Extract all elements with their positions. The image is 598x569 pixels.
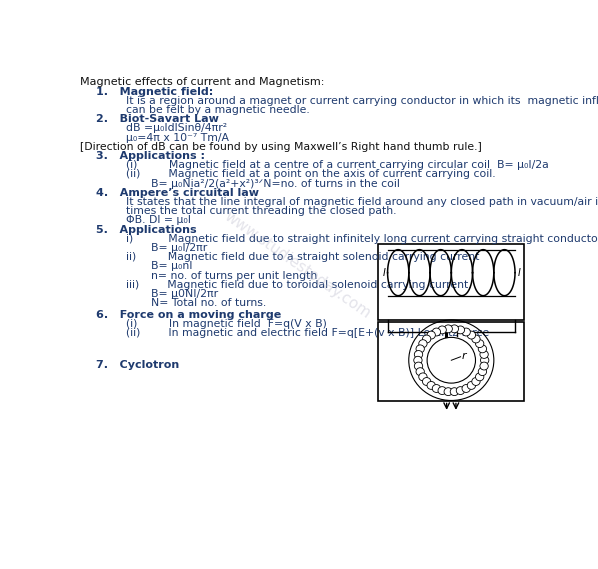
- Text: I: I: [383, 267, 385, 278]
- Text: μ₀=4π x 10⁻⁷ Tm/A: μ₀=4π x 10⁻⁷ Tm/A: [126, 133, 228, 143]
- Circle shape: [427, 381, 435, 389]
- Text: (ii)        In magnetic and electric field F=q[E+(v x B)] Lorentz force: (ii) In magnetic and electric field F=q[…: [126, 328, 489, 338]
- Circle shape: [462, 385, 471, 393]
- Bar: [379, 323, 524, 401]
- Circle shape: [414, 362, 423, 370]
- Text: 4.   Ampere’s circuital law: 4. Ampere’s circuital law: [96, 188, 258, 198]
- Text: 3.   Applications :: 3. Applications :: [96, 151, 205, 161]
- Text: B= μ₀Nia²/2(a²+x²)³ᐟN=no. of turns in the coil: B= μ₀Nia²/2(a²+x²)³ᐟN=no. of turns in th…: [151, 179, 400, 189]
- Text: n= no. of turns per unit length: n= no. of turns per unit length: [151, 271, 318, 281]
- Text: Magnetic effects of current and Magnetism:: Magnetic effects of current and Magnetis…: [80, 77, 325, 87]
- Circle shape: [472, 335, 480, 343]
- Circle shape: [480, 362, 489, 370]
- Bar: [379, 244, 524, 320]
- Text: www.studiestoday.com: www.studiestoday.com: [221, 209, 373, 322]
- Text: [Direction of dB can be found by using Maxwell’s Right hand thumb rule.]: [Direction of dB can be found by using M…: [80, 142, 482, 152]
- Text: i)          Magnetic field due to straight infinitely long current carrying stra: i) Magnetic field due to straight infini…: [126, 234, 598, 244]
- Circle shape: [444, 325, 453, 333]
- Text: ΦB. Dl = μ₀I: ΦB. Dl = μ₀I: [126, 216, 191, 225]
- Circle shape: [427, 331, 435, 339]
- Circle shape: [478, 345, 487, 353]
- Text: 5.   Applications: 5. Applications: [96, 225, 196, 234]
- Circle shape: [414, 351, 423, 358]
- Text: 2.   Biot-Savart Law: 2. Biot-Savart Law: [96, 114, 218, 124]
- Circle shape: [422, 335, 431, 343]
- Circle shape: [419, 340, 427, 348]
- Bar: [379, 323, 524, 401]
- Circle shape: [422, 378, 431, 385]
- Circle shape: [456, 326, 465, 334]
- Circle shape: [416, 368, 425, 376]
- Circle shape: [414, 356, 422, 364]
- Text: I: I: [518, 267, 521, 278]
- Circle shape: [444, 387, 453, 395]
- Text: 1.   Magnetic field:: 1. Magnetic field:: [96, 86, 213, 97]
- Circle shape: [467, 331, 475, 339]
- Circle shape: [416, 345, 425, 353]
- Text: dB =μ₀IdlSinθ/4πr²: dB =μ₀IdlSinθ/4πr²: [126, 123, 227, 134]
- Circle shape: [438, 326, 446, 334]
- Text: B= μ0NI/2πr: B= μ0NI/2πr: [151, 289, 218, 299]
- Circle shape: [480, 351, 489, 358]
- Text: 7.   Cyclotron: 7. Cyclotron: [96, 360, 179, 370]
- Circle shape: [419, 373, 427, 381]
- Circle shape: [462, 328, 471, 336]
- Text: ii)         Magnetic field due to a straight solenoid carrying current: ii) Magnetic field due to a straight sol…: [126, 252, 479, 262]
- Circle shape: [475, 340, 484, 348]
- Circle shape: [450, 325, 459, 333]
- Text: iii)        Magnetic field due to toroidal solenoid carrying current.: iii) Magnetic field due to toroidal sole…: [126, 280, 471, 290]
- Circle shape: [432, 328, 441, 336]
- Circle shape: [432, 385, 441, 393]
- Text: It states that the line integral of magnetic field around any closed path in vac: It states that the line integral of magn…: [126, 197, 598, 207]
- Circle shape: [450, 387, 459, 395]
- Circle shape: [478, 368, 487, 376]
- Text: r: r: [462, 351, 466, 361]
- Text: (i)         In magnetic field  F=q(V x B): (i) In magnetic field F=q(V x B): [126, 319, 327, 329]
- Text: can be felt by a magnetic needle.: can be felt by a magnetic needle.: [126, 105, 310, 115]
- Text: B= μ₀nI: B= μ₀nI: [151, 262, 193, 271]
- Text: It is a region around a magnet or current carrying conductor in which its  magne: It is a region around a magnet or curren…: [126, 96, 598, 106]
- Text: N= Total no. of turns.: N= Total no. of turns.: [151, 298, 267, 308]
- Text: B= μ₀I/2πr: B= μ₀I/2πr: [151, 243, 208, 253]
- Text: times the total current threading the closed path.: times the total current threading the cl…: [126, 207, 396, 216]
- Circle shape: [472, 378, 480, 385]
- Circle shape: [475, 373, 484, 381]
- Circle shape: [427, 337, 475, 383]
- Circle shape: [438, 387, 446, 394]
- Circle shape: [467, 381, 475, 389]
- Text: (i)         Magnetic field at a centre of a current carrying circular coil  B= μ: (i) Magnetic field at a centre of a curr…: [126, 160, 548, 170]
- Text: (ii)        Magnetic field at a point on the axis of current carrying coil.: (ii) Magnetic field at a point on the ax…: [126, 170, 495, 179]
- Circle shape: [456, 387, 465, 394]
- Text: 6.   Force on a moving charge: 6. Force on a moving charge: [96, 310, 281, 320]
- Circle shape: [481, 356, 489, 364]
